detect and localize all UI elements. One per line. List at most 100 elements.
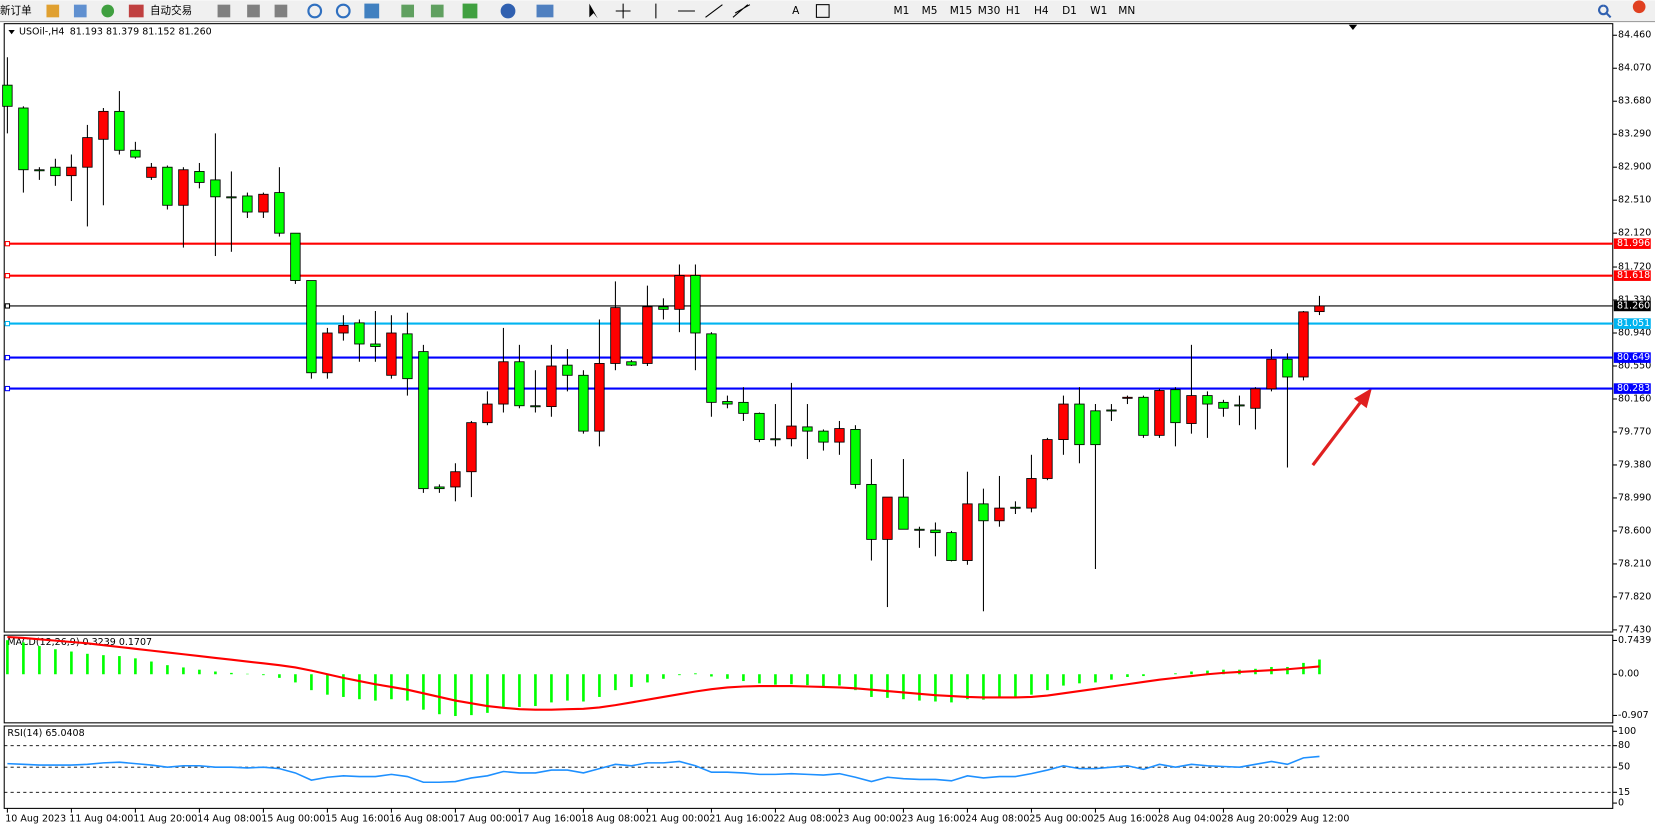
icon[interactable] — [1632, 0, 1646, 14]
line-anchor — [4, 303, 11, 309]
icon[interactable] — [705, 4, 723, 18]
candle-body — [850, 429, 861, 485]
period-button[interactable]: D1 — [1062, 5, 1077, 17]
toolbar-button[interactable]: 自动交易 — [150, 4, 192, 17]
candle-body — [738, 401, 749, 414]
icon[interactable] — [101, 4, 115, 18]
icon[interactable] — [1598, 4, 1612, 19]
x-tick-label: 28 Aug 04:00 — [1157, 813, 1221, 824]
candle-body — [642, 306, 653, 364]
period-button[interactable]: H1 — [1006, 5, 1021, 17]
price-tag-label: 81.996 — [1617, 238, 1650, 249]
candle-body — [482, 403, 493, 424]
candle-body — [1170, 389, 1181, 424]
candle-body — [994, 507, 1005, 522]
x-tick-label: 14 Aug 08:00 — [197, 813, 261, 824]
chart-shift-marker — [1348, 24, 1358, 31]
y-tick-label: -0.907 — [1618, 710, 1649, 721]
candle-body — [402, 333, 413, 380]
annotation-arrow — [1311, 388, 1372, 467]
icon[interactable] — [462, 3, 478, 19]
price-tag — [1613, 238, 1651, 249]
y-tick-label: 80.160 — [1618, 393, 1651, 404]
candle-body — [1010, 506, 1021, 509]
icon[interactable] — [247, 4, 260, 18]
candle-body — [370, 343, 381, 347]
line-anchor — [4, 385, 11, 392]
text-tool[interactable]: A — [792, 5, 800, 17]
icon[interactable] — [274, 4, 288, 18]
y-tick-label: 79.380 — [1618, 459, 1651, 470]
x-tick-label: 22 Aug 08:00 — [773, 813, 837, 824]
period-button[interactable]: H4 — [1034, 5, 1049, 17]
candle-body — [946, 532, 957, 561]
line-anchor — [4, 354, 11, 361]
candle-body — [1186, 395, 1197, 424]
icon[interactable] — [732, 4, 751, 18]
candle-body — [962, 503, 973, 561]
candle-body — [1042, 439, 1053, 479]
y-tick-label: 78.600 — [1618, 525, 1651, 536]
icon[interactable] — [815, 4, 830, 18]
icon[interactable] — [500, 3, 516, 19]
candle-body — [866, 483, 877, 540]
y-tick-label: 80 — [1618, 740, 1630, 751]
icon[interactable] — [430, 4, 444, 18]
candle-body — [1058, 403, 1069, 441]
icon[interactable] — [536, 4, 554, 18]
candle-body — [194, 171, 205, 183]
candle-body — [418, 351, 429, 490]
y-tick-label: 84.070 — [1618, 63, 1651, 74]
toolbar-button[interactable]: 新订单 — [0, 4, 32, 17]
period-button[interactable]: M15 — [950, 5, 973, 17]
y-tick-label: 83.680 — [1618, 96, 1651, 107]
main-panel — [3, 23, 1614, 633]
period-button[interactable]: M1 — [894, 5, 910, 17]
candle-body — [242, 195, 253, 213]
candle-body — [2, 84, 13, 107]
x-tick-label: 25 Aug 16:00 — [1093, 813, 1157, 824]
candle-body — [802, 426, 813, 432]
y-tick-label: 84.460 — [1618, 30, 1651, 41]
y-tick-label: 82.900 — [1618, 162, 1651, 173]
price-tag-label: 81.051 — [1617, 318, 1650, 329]
candle-body — [1138, 396, 1149, 436]
y-tick-label: 78.210 — [1618, 558, 1651, 569]
price-tag-label: 80.283 — [1617, 383, 1650, 394]
toolbar-texts: 新订单 自动交易 A M1 M5 M15 M30 H1 H4 D1 W1 MN — [0, 4, 1135, 17]
y-tick-label: 80.940 — [1618, 327, 1651, 338]
icon[interactable] — [128, 4, 144, 18]
candle-body — [530, 405, 541, 408]
candle-body — [1314, 305, 1325, 313]
x-tick-label: 21 Aug 16:00 — [709, 813, 773, 824]
x-tick-label: 15 Aug 16:00 — [325, 813, 389, 824]
period-button[interactable]: MN — [1118, 5, 1135, 17]
icon[interactable] — [401, 4, 415, 18]
candle-body — [210, 179, 221, 198]
candle-body — [50, 166, 61, 177]
y-tick-label: 82.510 — [1618, 195, 1651, 206]
candle-body — [1298, 311, 1309, 378]
icon[interactable] — [46, 4, 60, 18]
icon[interactable] — [615, 3, 631, 19]
icon[interactable] — [589, 3, 598, 19]
y-tick-label: 82.120 — [1618, 228, 1651, 239]
period-button[interactable]: W1 — [1090, 5, 1107, 17]
icon[interactable] — [217, 4, 231, 18]
candle-body — [706, 333, 717, 403]
icon[interactable] — [307, 3, 323, 19]
x-tick-label: 11 Aug 04:00 — [69, 813, 133, 824]
period-button[interactable]: M5 — [922, 5, 938, 17]
y-tick-label: 0 — [1618, 798, 1624, 809]
candle-body — [770, 438, 781, 441]
candle-body — [178, 169, 189, 206]
candle-body — [98, 110, 109, 140]
candle-body — [610, 307, 621, 364]
period-button[interactable]: M30 — [978, 5, 1001, 17]
candle-body — [66, 166, 77, 177]
icon[interactable] — [364, 3, 380, 19]
candle-body — [1234, 404, 1245, 407]
icon[interactable] — [73, 4, 87, 18]
icon[interactable] — [335, 3, 351, 19]
candle-body — [818, 430, 829, 443]
